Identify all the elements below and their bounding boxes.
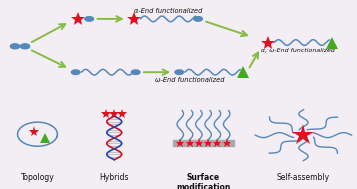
Text: Topology: Topology <box>21 173 54 182</box>
Circle shape <box>10 44 20 49</box>
Circle shape <box>194 17 202 21</box>
Text: α, ω-End functionalized: α, ω-End functionalized <box>261 48 335 53</box>
Circle shape <box>20 44 30 49</box>
Bar <box>173 140 234 146</box>
Text: α-End functionalized: α-End functionalized <box>134 8 202 14</box>
Text: Surface
modification: Surface modification <box>176 173 231 189</box>
Circle shape <box>85 17 94 21</box>
Text: Hybrids: Hybrids <box>100 173 129 182</box>
Text: ω-End functionalized: ω-End functionalized <box>155 77 225 84</box>
Circle shape <box>175 70 183 74</box>
Circle shape <box>131 70 140 74</box>
Circle shape <box>71 70 80 74</box>
Text: Self-assembly: Self-assembly <box>277 173 330 182</box>
